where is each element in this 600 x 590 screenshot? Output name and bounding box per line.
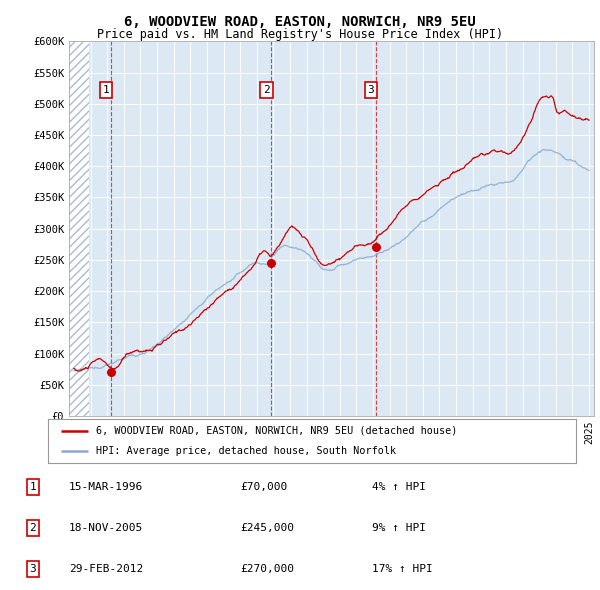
Text: 6, WOODVIEW ROAD, EASTON, NORWICH, NR9 5EU: 6, WOODVIEW ROAD, EASTON, NORWICH, NR9 5… [124, 15, 476, 29]
Text: 29-FEB-2012: 29-FEB-2012 [69, 565, 143, 574]
Text: 2: 2 [29, 523, 37, 533]
Text: 1: 1 [29, 482, 37, 491]
Text: 18-NOV-2005: 18-NOV-2005 [69, 523, 143, 533]
Text: 3: 3 [367, 85, 374, 95]
Text: £70,000: £70,000 [240, 482, 287, 491]
Text: 2: 2 [263, 85, 270, 95]
Text: 1: 1 [103, 85, 109, 95]
Text: 15-MAR-1996: 15-MAR-1996 [69, 482, 143, 491]
Text: 3: 3 [29, 565, 37, 574]
Text: 9% ↑ HPI: 9% ↑ HPI [372, 523, 426, 533]
Text: 17% ↑ HPI: 17% ↑ HPI [372, 565, 433, 574]
Text: £270,000: £270,000 [240, 565, 294, 574]
Text: Price paid vs. HM Land Registry's House Price Index (HPI): Price paid vs. HM Land Registry's House … [97, 28, 503, 41]
Text: HPI: Average price, detached house, South Norfolk: HPI: Average price, detached house, Sout… [95, 446, 395, 456]
Text: 6, WOODVIEW ROAD, EASTON, NORWICH, NR9 5EU (detached house): 6, WOODVIEW ROAD, EASTON, NORWICH, NR9 5… [95, 426, 457, 436]
Text: 4% ↑ HPI: 4% ↑ HPI [372, 482, 426, 491]
Text: £245,000: £245,000 [240, 523, 294, 533]
